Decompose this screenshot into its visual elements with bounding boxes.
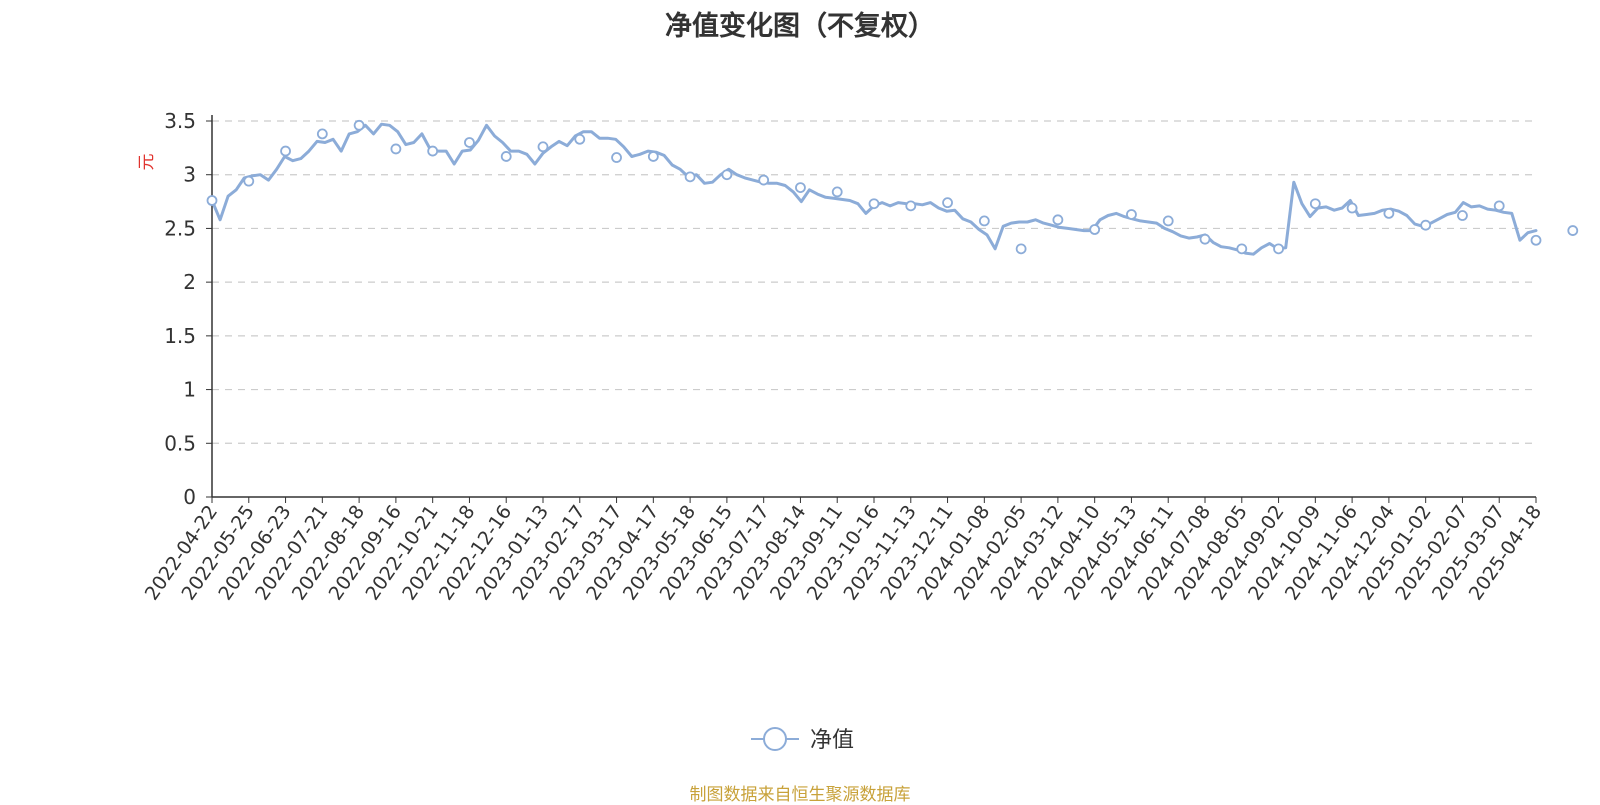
legend-marker-icon (763, 727, 787, 751)
data-point[interactable] (1420, 219, 1432, 231)
data-point[interactable] (1199, 233, 1211, 245)
grid-lines (206, 120, 1536, 498)
data-point[interactable] (500, 151, 512, 162)
data-point[interactable] (464, 137, 475, 148)
y-axis-label: 元 (137, 154, 157, 171)
y-tick-label: 1 (183, 378, 196, 402)
data-point[interactable] (1273, 243, 1284, 255)
data-point[interactable] (1162, 215, 1174, 227)
data-point[interactable] (647, 151, 659, 162)
data-point[interactable] (537, 141, 549, 153)
axes (211, 115, 1536, 498)
data-point[interactable] (1493, 200, 1505, 212)
legend[interactable]: 净值 (751, 727, 854, 753)
data-point[interactable] (684, 171, 696, 183)
data-point[interactable] (1236, 243, 1248, 255)
data-point[interactable] (427, 145, 439, 157)
source-note: 制图数据来自恒生聚源数据库 (689, 785, 911, 805)
data-point[interactable] (353, 119, 365, 131)
y-tick-labels: 0 0.5 1 1.5 2 2.5 3 3.5 (164, 109, 196, 509)
data-point[interactable] (1567, 225, 1579, 236)
series-layer (206, 119, 1579, 256)
y-tick-label: 2.5 (164, 216, 196, 240)
data-point[interactable] (758, 174, 770, 186)
y-tick-label: 2 (183, 270, 196, 294)
data-point[interactable] (574, 133, 586, 145)
data-point[interactable] (795, 182, 806, 194)
data-point[interactable] (905, 200, 917, 212)
data-point[interactable] (1530, 234, 1542, 246)
data-point[interactable] (721, 169, 733, 181)
data-point[interactable] (1309, 198, 1321, 210)
data-point[interactable] (1457, 210, 1468, 221)
legend-label: 净值 (810, 728, 854, 753)
y-tick-label: 3 (183, 163, 196, 187)
data-point[interactable] (1383, 207, 1395, 219)
x-tick-labels: 2022-04-222022-05-252022-06-232022-07-21… (141, 497, 1546, 604)
data-point[interactable] (1346, 202, 1358, 214)
data-point[interactable] (611, 152, 622, 163)
chart-title: 净值变化图（不复权） (665, 11, 935, 42)
series-line-net-value (210, 122, 1538, 256)
data-point[interactable] (1126, 209, 1137, 220)
data-point[interactable] (316, 128, 328, 140)
y-tick-label: 3.5 (164, 109, 196, 133)
data-point[interactable] (206, 195, 218, 206)
y-tick-label: 1.5 (164, 324, 196, 348)
data-point[interactable] (280, 145, 291, 157)
data-point[interactable] (1015, 243, 1027, 255)
y-tick-label: 0.5 (164, 431, 196, 455)
data-point[interactable] (243, 175, 255, 187)
data-point[interactable] (831, 186, 843, 198)
data-point[interactable] (1089, 224, 1101, 235)
data-point[interactable] (942, 197, 953, 209)
y-tick-label: 0 (183, 485, 196, 509)
data-point[interactable] (978, 215, 990, 227)
data-point[interactable] (1052, 214, 1064, 226)
data-point[interactable] (868, 198, 880, 210)
data-point[interactable] (390, 143, 402, 155)
